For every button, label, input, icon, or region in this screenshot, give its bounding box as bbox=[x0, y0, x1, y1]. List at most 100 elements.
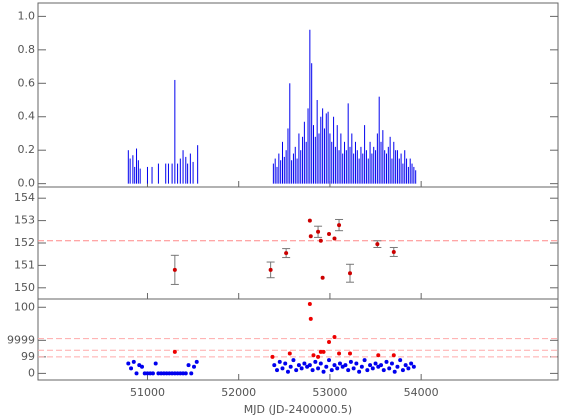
point bbox=[307, 363, 312, 368]
point bbox=[164, 371, 169, 376]
point bbox=[192, 364, 196, 369]
point bbox=[403, 363, 408, 368]
point bbox=[327, 358, 332, 363]
point bbox=[411, 364, 416, 369]
y-tick-label: 9999 bbox=[7, 333, 35, 346]
point bbox=[329, 368, 334, 373]
y-tick-label: 99 bbox=[21, 350, 35, 363]
point bbox=[409, 361, 414, 366]
y-tick-label: 154 bbox=[14, 191, 35, 204]
point bbox=[320, 275, 325, 280]
point bbox=[308, 316, 313, 321]
point bbox=[332, 335, 337, 340]
point bbox=[131, 359, 136, 364]
point bbox=[337, 223, 342, 228]
point bbox=[391, 353, 396, 358]
point bbox=[376, 353, 381, 358]
point bbox=[194, 359, 199, 364]
point bbox=[310, 368, 315, 373]
point bbox=[161, 371, 166, 376]
y-tick-label: 0 bbox=[28, 366, 35, 379]
y-tick-label: 0.8 bbox=[18, 43, 36, 56]
point bbox=[346, 368, 351, 373]
point bbox=[307, 301, 312, 306]
point bbox=[284, 251, 289, 256]
point bbox=[389, 361, 394, 366]
point bbox=[348, 351, 352, 356]
point bbox=[343, 363, 348, 368]
panel-frame bbox=[37, 298, 559, 381]
point bbox=[368, 363, 373, 368]
point bbox=[400, 368, 405, 373]
point bbox=[321, 349, 326, 354]
x-tick-label: 53000 bbox=[312, 386, 347, 399]
panel-frame bbox=[37, 186, 559, 300]
point bbox=[134, 371, 139, 376]
point bbox=[277, 359, 282, 364]
point bbox=[275, 368, 280, 373]
point bbox=[332, 363, 337, 368]
point bbox=[357, 369, 362, 374]
point bbox=[159, 371, 164, 376]
point bbox=[335, 366, 340, 371]
point bbox=[296, 363, 301, 368]
point bbox=[299, 366, 304, 371]
point bbox=[181, 371, 186, 376]
x-tick-label: 54000 bbox=[404, 386, 439, 399]
point bbox=[311, 353, 316, 358]
point bbox=[285, 369, 290, 374]
y-tick-label: 0.2 bbox=[18, 143, 36, 156]
point bbox=[313, 359, 318, 364]
point bbox=[316, 354, 321, 359]
y-tick-label: 0.6 bbox=[18, 76, 36, 89]
y-tick-label: 1.0 bbox=[18, 9, 36, 22]
point bbox=[324, 364, 329, 369]
point bbox=[365, 368, 370, 373]
point bbox=[288, 364, 293, 369]
point bbox=[294, 368, 299, 373]
x-axis-label: MJD (JD-2400000.5) bbox=[244, 403, 352, 416]
point bbox=[186, 363, 191, 368]
point bbox=[172, 349, 177, 354]
point bbox=[153, 361, 158, 366]
y-tick-label: 0.4 bbox=[18, 110, 36, 123]
point bbox=[318, 361, 323, 366]
point bbox=[291, 358, 296, 363]
y-tick-label: 0.0 bbox=[18, 177, 36, 190]
point bbox=[379, 363, 384, 368]
y-tick-label: 151 bbox=[14, 258, 35, 271]
point bbox=[318, 238, 323, 243]
point bbox=[359, 364, 364, 369]
point bbox=[178, 371, 183, 376]
point bbox=[348, 271, 352, 276]
point bbox=[332, 236, 337, 241]
point bbox=[354, 361, 359, 366]
point bbox=[316, 366, 321, 371]
point bbox=[272, 363, 277, 368]
point bbox=[321, 369, 326, 374]
point bbox=[391, 249, 396, 254]
point bbox=[268, 267, 273, 272]
point bbox=[351, 366, 356, 371]
point bbox=[175, 371, 180, 376]
y-tick-label: 152 bbox=[14, 236, 35, 249]
point bbox=[302, 361, 307, 366]
panel-frame bbox=[37, 2, 559, 188]
point bbox=[370, 366, 375, 371]
point bbox=[142, 371, 147, 376]
point bbox=[140, 364, 144, 369]
point bbox=[373, 361, 378, 366]
x-tick-label: 52000 bbox=[221, 386, 256, 399]
point bbox=[145, 371, 150, 376]
point bbox=[308, 234, 313, 239]
point bbox=[189, 371, 194, 376]
point bbox=[183, 371, 188, 376]
point bbox=[318, 349, 323, 354]
point bbox=[327, 339, 332, 344]
point bbox=[327, 232, 332, 237]
point bbox=[129, 366, 134, 371]
point bbox=[387, 366, 392, 371]
point bbox=[167, 371, 172, 376]
point bbox=[348, 359, 353, 364]
